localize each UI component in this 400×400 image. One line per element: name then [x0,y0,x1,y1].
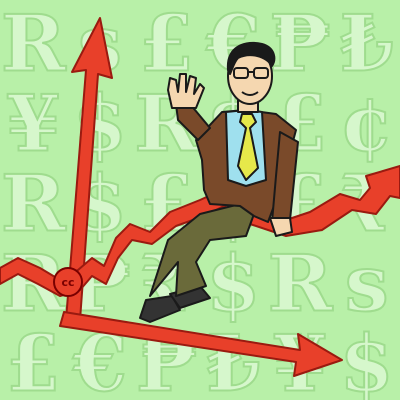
currency-glyph: $ [206,238,260,329]
currency-glyph: £ [6,318,60,400]
currency-glyph: ₱ [269,0,331,89]
currency-glyph: ₺ [206,318,260,400]
currency-glyph: R [1,158,67,249]
cc-badge: cc [54,268,82,296]
cc-badge-label: cc [61,276,74,289]
currency-glyph: ¥ [6,78,60,169]
currency-glyph: R [268,238,334,329]
currency-glyph: ¢ [340,78,394,169]
currency-glyph: R [1,0,67,89]
currency-glyph: $ [340,318,394,400]
currency-glyph: s [345,238,389,329]
currency-glyph: ₺ [340,0,394,89]
